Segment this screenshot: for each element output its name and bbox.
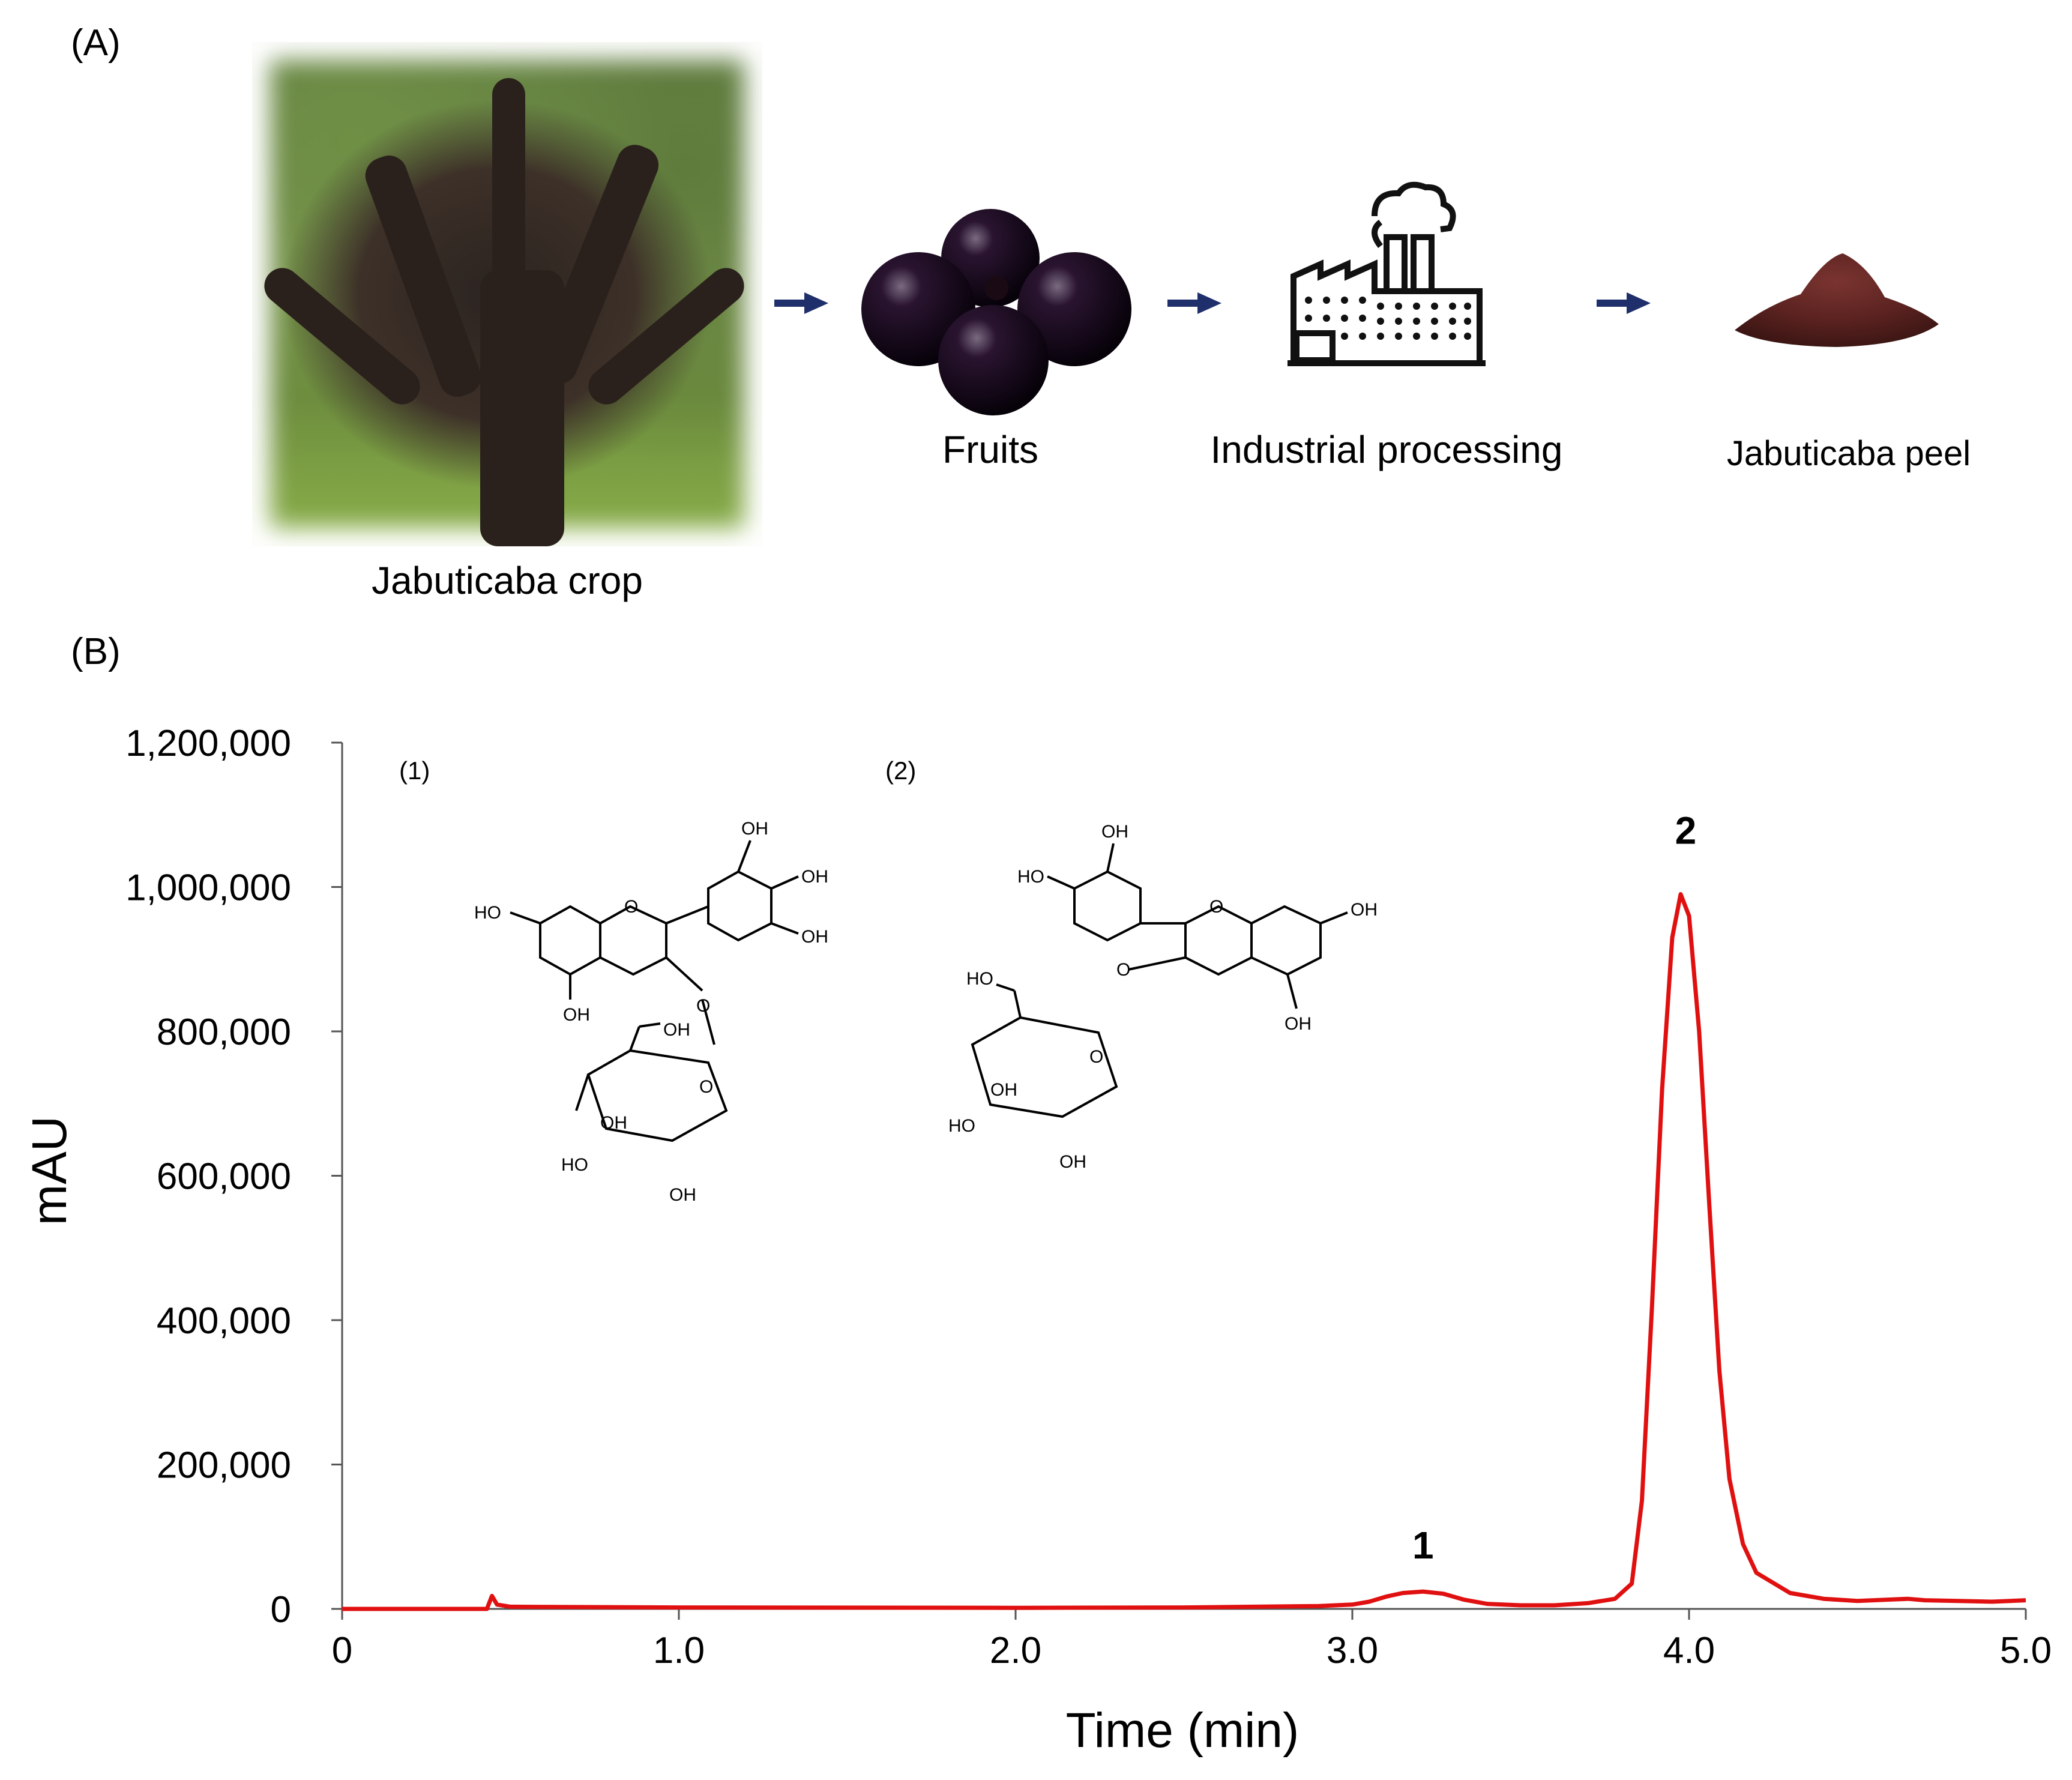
panel-a-label: (A) (71, 22, 121, 64)
step-label-industrial-processing: Industrial processing (1210, 428, 1563, 471)
svg-text:O: O (699, 1077, 713, 1097)
svg-text:O: O (1209, 897, 1223, 917)
svg-text:OH: OH (801, 927, 828, 947)
step-label-jabuticaba-peel: Jabuticaba peel (1726, 434, 1971, 473)
jabuticaba-tree-photo (252, 42, 762, 546)
x-tick-label: 0 (332, 1630, 352, 1671)
structure-2-label: (2) (885, 756, 916, 785)
svg-text:HO: HO (966, 969, 993, 989)
svg-text:HO: HO (1017, 867, 1044, 887)
peak-label: 2 (1675, 809, 1697, 852)
svg-text:OH: OH (1351, 900, 1378, 920)
svg-text:OH: OH (1059, 1152, 1086, 1172)
svg-text:O: O (696, 996, 710, 1016)
factory-icon (1287, 181, 1486, 366)
arrow-right-icon (1167, 292, 1221, 314)
y-tick-label: 200,000 (157, 1445, 291, 1486)
structure-1-delphinidin-glucoside (510, 840, 799, 1142)
panel-b-label: (B) (71, 631, 121, 672)
x-tick-label: 3.0 (1327, 1630, 1378, 1671)
x-tick-label: 2.0 (990, 1630, 1041, 1671)
svg-text:OH: OH (1101, 822, 1128, 842)
chromatogram-chart: 0 200,000 400,000 600,000 800,000 1,000,000 1,… (22, 723, 2052, 1758)
fruits-image (861, 209, 1131, 415)
y-axis-title: mAU (22, 1116, 77, 1225)
arrow-right-icon (1597, 292, 1651, 314)
svg-text:OH: OH (663, 1020, 690, 1040)
y-tick-label: 1,000,000 (125, 867, 291, 909)
svg-text:HO: HO (474, 903, 501, 923)
svg-text:OH: OH (741, 819, 768, 839)
svg-text:O: O (624, 897, 638, 917)
structure-2-cyanidin-glucoside (971, 843, 1348, 1118)
step-label-crop: Jabuticaba crop (372, 559, 643, 602)
chromatogram-trace (342, 892, 2026, 1611)
peel-powder-image (1735, 253, 1939, 347)
peak-label: 1 (1412, 1524, 1434, 1567)
y-tick-label: 600,000 (157, 1156, 291, 1198)
step-label-fruits: Fruits (942, 428, 1038, 471)
x-tick-label: 5.0 (2000, 1630, 2052, 1671)
svg-text:HO: HO (561, 1155, 588, 1175)
x-tick-label: 1.0 (653, 1630, 705, 1671)
arrow-right-icon (774, 292, 828, 314)
structure-1-atoms: HO O OH OH OH OH O OH O OH HO OH (474, 819, 828, 1205)
svg-text:OH: OH (1284, 1014, 1312, 1034)
x-tick-label: 4.0 (1663, 1630, 1715, 1671)
y-tick-label: 400,000 (157, 1300, 291, 1342)
svg-text:OH: OH (600, 1113, 627, 1133)
svg-text:O: O (1089, 1047, 1103, 1067)
svg-text:OH: OH (563, 1005, 590, 1025)
x-axis-title: Time (min) (1066, 1703, 1300, 1758)
svg-text:OH: OH (801, 867, 828, 887)
y-tick-label: 1,200,000 (125, 723, 291, 764)
y-tick-label: 800,000 (157, 1012, 291, 1053)
structure-2-atoms: OH HO O OH OH O HO O OH HO OH (948, 822, 1378, 1172)
svg-text:HO: HO (948, 1116, 975, 1136)
svg-text:O: O (1116, 960, 1130, 980)
y-tick-label: 0 (271, 1589, 291, 1631)
svg-text:OH: OH (990, 1080, 1017, 1100)
structure-1-label: (1) (399, 756, 430, 785)
svg-text:OH: OH (669, 1185, 696, 1205)
